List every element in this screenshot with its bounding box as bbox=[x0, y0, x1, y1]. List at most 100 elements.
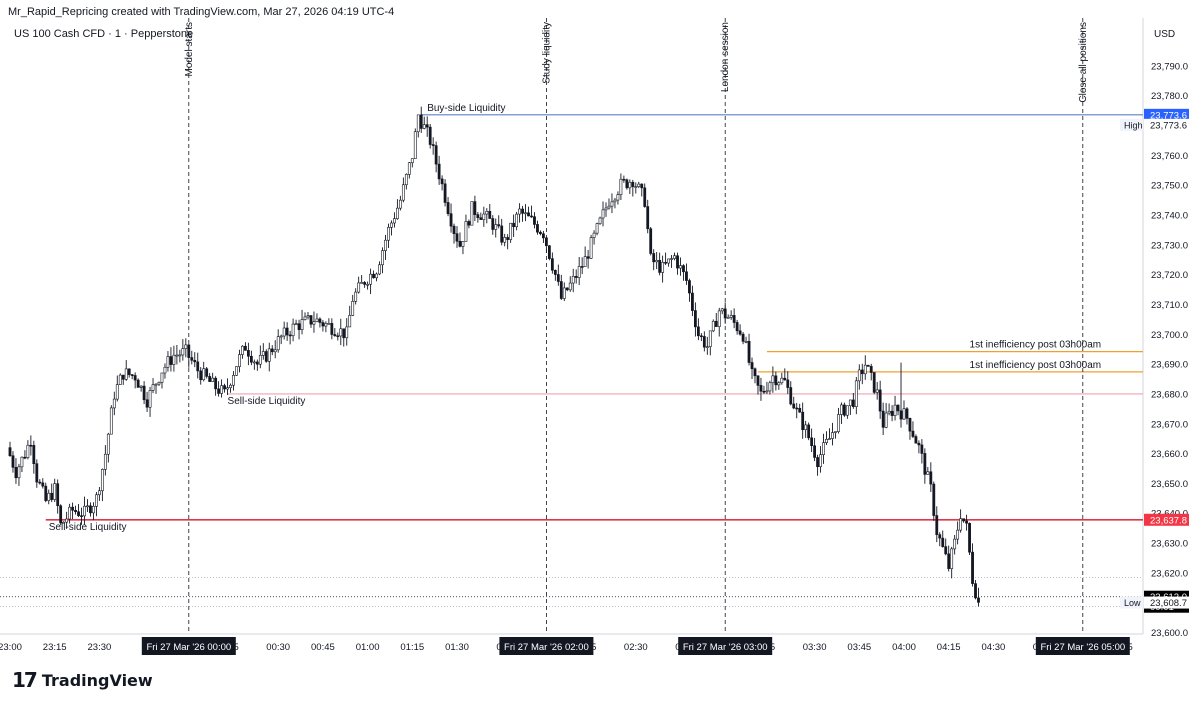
candle-body bbox=[229, 384, 232, 389]
candle-body bbox=[661, 261, 665, 273]
candle-body bbox=[863, 364, 867, 375]
candle-body bbox=[926, 471, 930, 475]
candle-body bbox=[249, 355, 253, 363]
candle-body bbox=[878, 389, 882, 412]
candle-body bbox=[315, 318, 319, 322]
candle-body bbox=[258, 355, 262, 365]
price-tag-bg bbox=[1120, 596, 1143, 609]
x-highlight-tick-label: Fri 27 Mar '26 02:00 bbox=[504, 642, 589, 653]
candle-body bbox=[646, 206, 650, 230]
x-highlight-tick-bg bbox=[141, 637, 236, 655]
candle-body bbox=[393, 218, 396, 224]
candle-body bbox=[631, 181, 635, 187]
y-tick-label: 23,760.0 bbox=[1151, 151, 1188, 162]
candle-body bbox=[711, 320, 715, 332]
candle-body bbox=[384, 239, 387, 251]
candle-body bbox=[837, 414, 840, 432]
candle-body bbox=[929, 471, 933, 485]
x-tick-label: 00:45 bbox=[311, 642, 335, 653]
candle-body bbox=[759, 385, 763, 392]
candle-body bbox=[467, 221, 471, 226]
candle-body bbox=[658, 259, 662, 273]
candle-body bbox=[83, 505, 86, 517]
candle-body bbox=[938, 534, 942, 539]
y-tick-label: 23,620.0 bbox=[1151, 568, 1188, 579]
candle-body bbox=[550, 258, 554, 271]
candle-body bbox=[118, 374, 122, 385]
candle-body bbox=[619, 178, 623, 195]
candle-body bbox=[211, 377, 215, 382]
candle-body bbox=[130, 374, 134, 376]
y-tick-label: 23,690.0 bbox=[1151, 360, 1188, 371]
symbol-title[interactable]: US 100 Cash CFD · 1 · Pepperstone bbox=[14, 28, 194, 40]
candle-body bbox=[71, 506, 74, 511]
x-tick-label: 04:00 bbox=[892, 642, 916, 653]
x-highlight-tick-bg bbox=[499, 637, 594, 655]
candle-body bbox=[977, 597, 980, 603]
candle-body bbox=[166, 356, 170, 368]
candle-body bbox=[178, 354, 182, 357]
x-highlight-tick-label: Fri 27 Mar '26 00:00 bbox=[146, 642, 231, 653]
candle-body bbox=[14, 467, 18, 479]
candle-body bbox=[875, 389, 879, 393]
candle-body bbox=[580, 266, 584, 268]
x-tick-label: 03:45 bbox=[847, 642, 871, 653]
candle-body bbox=[17, 466, 21, 479]
candle-body bbox=[103, 453, 107, 470]
x-tick-label: 04:30 bbox=[982, 642, 1006, 653]
candle-body bbox=[950, 548, 954, 569]
candle-body bbox=[74, 510, 77, 513]
candle-body bbox=[780, 377, 784, 384]
candle-body bbox=[616, 194, 620, 201]
candle-body bbox=[717, 310, 721, 327]
candle-body bbox=[151, 384, 155, 391]
price-tag-label: Low bbox=[1124, 598, 1141, 608]
candle-body bbox=[288, 334, 292, 337]
candle-body bbox=[884, 412, 888, 428]
candle-body bbox=[416, 114, 420, 133]
candle-body bbox=[369, 273, 372, 285]
candle-body bbox=[664, 261, 668, 264]
candle-body bbox=[223, 385, 226, 390]
candle-body bbox=[232, 374, 235, 386]
candle-body bbox=[285, 327, 289, 336]
y-tick-label: 23,680.0 bbox=[1151, 389, 1188, 400]
candle-body bbox=[395, 207, 399, 219]
candle-body bbox=[655, 259, 659, 263]
candle-body bbox=[553, 269, 557, 275]
candle-body bbox=[714, 320, 718, 327]
candle-body bbox=[598, 217, 602, 224]
candle-body bbox=[845, 405, 849, 416]
x-highlight-tick-bg bbox=[678, 637, 773, 655]
candle-body bbox=[312, 321, 316, 325]
candle-body bbox=[366, 283, 370, 286]
candle-body bbox=[470, 201, 474, 226]
candle-body bbox=[777, 382, 781, 386]
candle-body bbox=[840, 404, 843, 415]
candle-body bbox=[625, 179, 629, 189]
candle-body bbox=[202, 368, 206, 381]
candle-body bbox=[544, 237, 548, 247]
candle-body bbox=[446, 202, 450, 214]
x-tick-label: 23:30 bbox=[88, 642, 112, 653]
candle-body bbox=[670, 258, 673, 260]
x-tick-label: 23:00 bbox=[0, 642, 22, 653]
x-highlight-tick-label: Fri 27 Mar '26 03:00 bbox=[683, 642, 768, 653]
candle-body bbox=[187, 344, 191, 358]
candle-body bbox=[753, 368, 757, 377]
candle-body bbox=[902, 408, 906, 420]
candle-body bbox=[842, 404, 846, 416]
candle-body bbox=[345, 326, 349, 339]
candle-body bbox=[816, 457, 819, 468]
candle-body bbox=[723, 308, 727, 319]
candle-body bbox=[428, 126, 432, 145]
event-label: Model starts bbox=[184, 22, 195, 76]
candle-body bbox=[652, 253, 656, 263]
candle-body bbox=[106, 433, 110, 455]
candle-body bbox=[339, 328, 343, 337]
candle-body bbox=[941, 537, 945, 547]
x-tick-label: 01:15 bbox=[400, 642, 424, 653]
candle-body bbox=[667, 258, 670, 264]
candle-body bbox=[860, 369, 864, 375]
